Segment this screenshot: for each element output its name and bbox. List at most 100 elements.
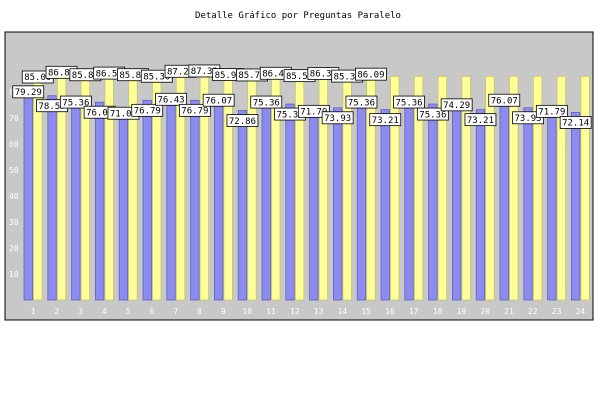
data-label: 76.07 xyxy=(205,96,232,106)
x-tick-label: 2 xyxy=(54,307,59,316)
x-tick-label: 3 xyxy=(78,307,83,316)
x-tick-label: 17 xyxy=(409,307,419,316)
bar-s1-4 xyxy=(95,101,105,301)
data-label-box xyxy=(393,95,425,109)
y-tick-label: 20 xyxy=(9,244,19,253)
data-label: 85.52 xyxy=(286,72,313,82)
bar-s1-2 xyxy=(47,95,57,301)
bar-s1-19 xyxy=(451,106,462,301)
data-label-box xyxy=(355,67,387,81)
x-tick-label: 13 xyxy=(314,307,324,316)
data-label: 86.09 xyxy=(357,70,384,80)
y-tick-label: 60 xyxy=(9,140,19,149)
data-label: 76.43 xyxy=(158,95,185,105)
data-label-box xyxy=(512,111,544,125)
bar-s1-5 xyxy=(118,114,129,301)
bar-s2-9 xyxy=(223,76,233,301)
data-label: 75.36 xyxy=(396,98,423,108)
x-tick-label: 8 xyxy=(197,307,202,316)
data-label: 76.79 xyxy=(181,107,208,117)
data-label-box xyxy=(12,85,45,99)
data-label: 71.07 xyxy=(110,109,137,119)
x-tick-label: 10 xyxy=(242,307,252,316)
bar-s1-24 xyxy=(571,112,581,301)
data-label: 85.00 xyxy=(24,73,51,83)
data-label: 72.14 xyxy=(562,119,589,129)
data-label-box xyxy=(369,113,402,127)
x-axis-ticks: 1 2 3 4 5 6 7 8 9 10 11 12 13 14 15 16 17 18 19 20 21 22 23 24 xyxy=(31,307,586,316)
bar-s1-20 xyxy=(475,109,486,301)
data-label: 76.79 xyxy=(134,107,161,117)
data-label-box xyxy=(226,114,259,127)
x-tick-label: 6 xyxy=(150,307,155,316)
bar-s2-10 xyxy=(247,76,257,301)
data-label: 85.35 xyxy=(334,72,361,82)
data-label: 78.57 xyxy=(39,102,66,112)
bar-s2-24 xyxy=(580,76,590,301)
x-tick-label: 14 xyxy=(338,307,348,316)
data-label-box xyxy=(321,111,354,125)
y-tick-label: 10 xyxy=(9,270,19,279)
bar-s1-22 xyxy=(523,107,533,301)
data-label-box xyxy=(155,92,187,106)
bar-s2-18 xyxy=(437,76,448,301)
data-label: 76.07 xyxy=(491,96,518,106)
bar-s2-20 xyxy=(485,76,495,301)
data-label: 71.79 xyxy=(300,108,327,118)
data-label-box xyxy=(488,93,521,107)
bar-s2-16 xyxy=(390,76,400,301)
bar-s1-13 xyxy=(309,112,319,301)
data-label-box xyxy=(202,93,235,107)
x-tick-label: 4 xyxy=(102,307,107,316)
x-tick-label: 18 xyxy=(433,307,443,316)
bar-s1-21 xyxy=(499,101,509,301)
data-label-box xyxy=(440,98,473,112)
data-label: 86.80 xyxy=(48,69,75,79)
bar-s2-22 xyxy=(532,76,543,301)
y-tick-label: 40 xyxy=(9,192,19,201)
y-tick-label: 70 xyxy=(9,114,19,123)
bar-s2-21 xyxy=(509,76,519,301)
bar-s1-1 xyxy=(23,93,33,301)
x-tick-label: 7 xyxy=(173,307,178,316)
data-label: 76.07 xyxy=(86,108,113,118)
data-label: 73.93 xyxy=(324,114,351,124)
data-label: 73.21 xyxy=(467,116,494,126)
bar-s1-9 xyxy=(213,101,224,301)
x-tick-label: 9 xyxy=(221,307,226,316)
x-tick-label: 22 xyxy=(528,307,538,316)
data-label-box xyxy=(559,116,592,129)
data-label: 86.35 xyxy=(310,70,337,80)
data-label: 73.21 xyxy=(372,116,399,126)
data-label: 86.43 xyxy=(262,69,289,79)
x-tick-label: 5 xyxy=(126,307,131,316)
bar-s1-7 xyxy=(166,100,176,301)
y-tick-label: 50 xyxy=(9,166,19,175)
x-tick-label: 11 xyxy=(266,307,276,316)
bar-s2-23 xyxy=(556,76,566,301)
x-tick-label: 12 xyxy=(290,307,300,316)
data-label: 85.86 xyxy=(72,71,99,81)
data-label: 75.36 xyxy=(253,98,280,108)
x-tick-label: 16 xyxy=(385,307,395,316)
bars-group xyxy=(23,72,590,301)
x-tick-label: 20 xyxy=(480,307,490,316)
bar-s1-17 xyxy=(404,103,414,301)
bar-s2-1 xyxy=(33,78,43,301)
bar-s2-17 xyxy=(413,76,424,301)
data-label: 85.78 xyxy=(238,71,265,81)
data-label: 75.36 xyxy=(348,98,375,108)
x-tick-label: 24 xyxy=(576,307,586,316)
data-label-box xyxy=(464,113,497,127)
data-label-box xyxy=(59,95,92,109)
bar-s1-12 xyxy=(285,103,295,301)
x-tick-label: 15 xyxy=(361,307,371,316)
bar-s1-3 xyxy=(71,103,81,301)
data-label-box xyxy=(178,103,211,117)
data-label: 74.29 xyxy=(443,101,470,111)
bar-s1-23 xyxy=(547,112,557,301)
x-tick-label: 19 xyxy=(457,307,467,316)
chart-title: Detalle Gráfico por Preguntas Paralelo xyxy=(195,11,401,21)
bar-s1-16 xyxy=(380,109,390,301)
data-label: 85.92 xyxy=(215,71,242,81)
